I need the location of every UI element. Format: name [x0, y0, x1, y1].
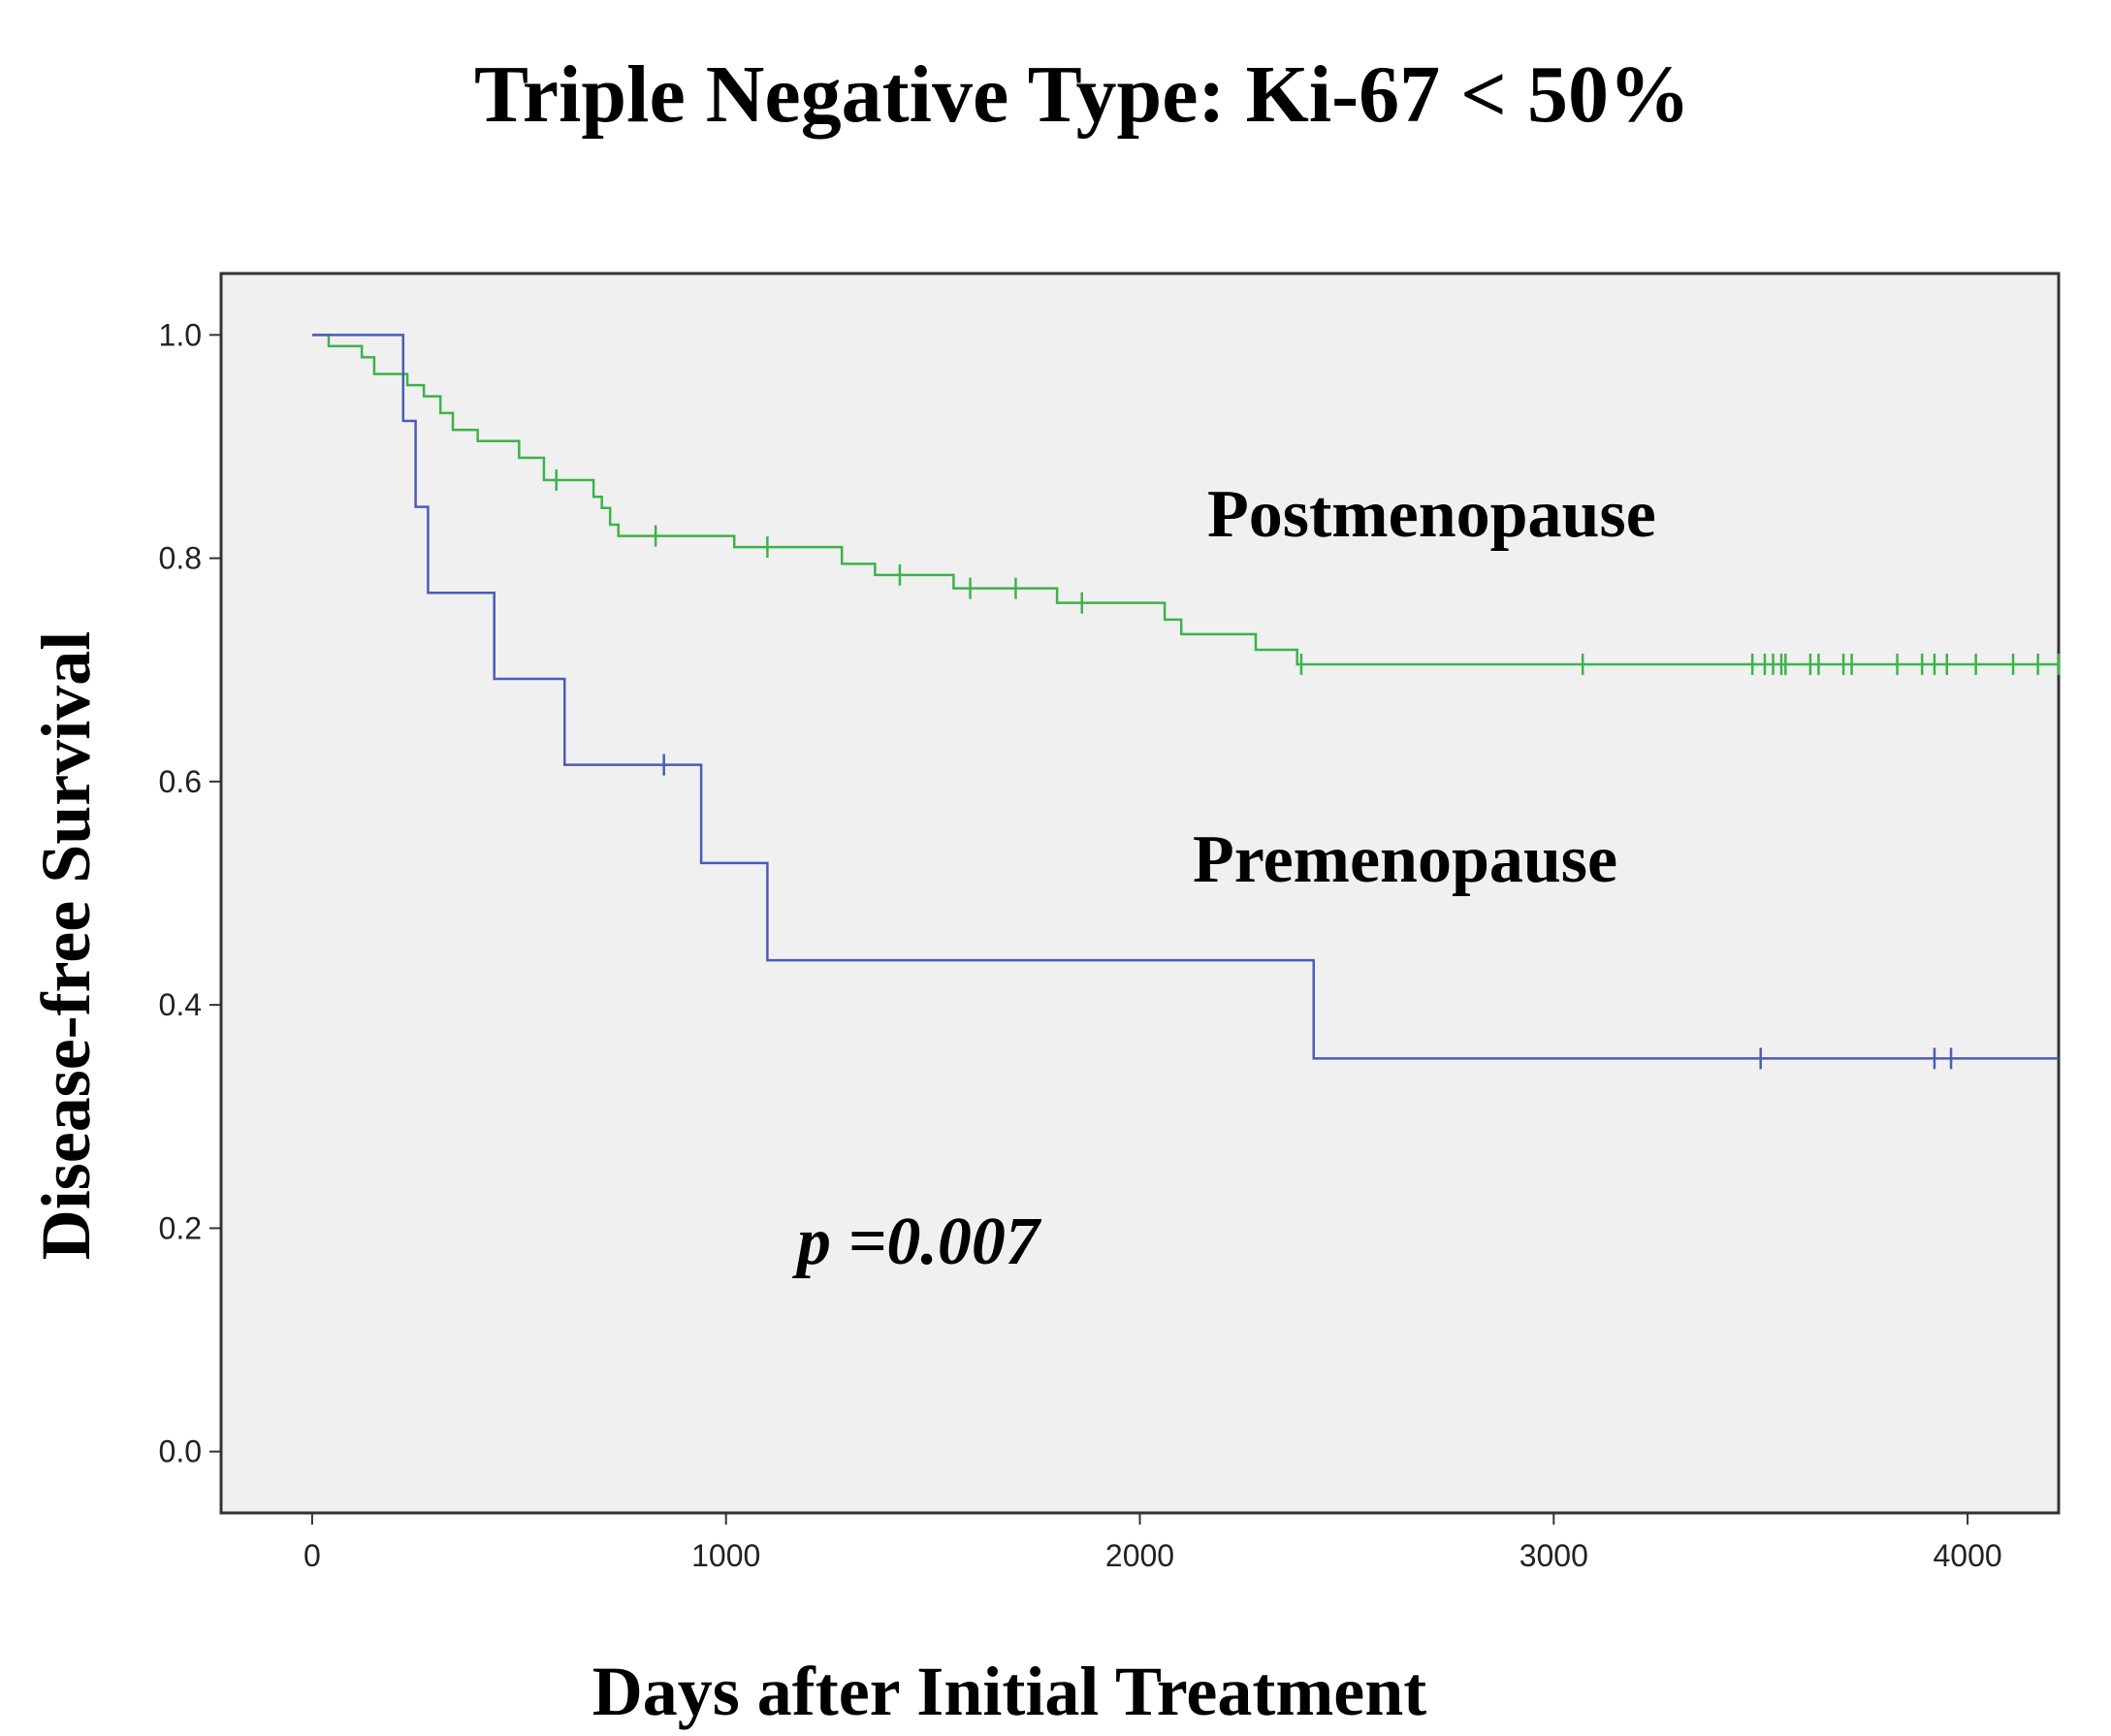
chart-title: Triple Negative Type: Ki-67 < 50% [474, 49, 1690, 140]
y-axis-label: Disease-free Survival [27, 631, 105, 1261]
x-tick-label: 3000 [1519, 1538, 1588, 1573]
y-tick-label: 0.8 [159, 541, 202, 576]
y-tick-label: 0.0 [159, 1434, 202, 1469]
x-tick-label: 1000 [691, 1538, 760, 1573]
y-tick-label: 0.2 [159, 1210, 202, 1245]
plot-area [219, 272, 2061, 1515]
x-tick-label: 4000 [1934, 1538, 2002, 1573]
x-tick-label: 0 [304, 1538, 321, 1573]
km-line-postmenopause [311, 334, 2059, 666]
y-axis: 0.0 0.2 0.4 0.6 0.8 1.0 [159, 317, 221, 1469]
x-axis: 0 1000 2000 3000 4000 [304, 1513, 2002, 1573]
y-tick-label: 1.0 [159, 317, 202, 352]
y-tick-label: 0.6 [159, 764, 202, 799]
p-value-annotation: p =0.007 [792, 1205, 1042, 1279]
series-label-premenopause: Premenopause [1193, 822, 1617, 897]
km-line-premenopause [311, 334, 2059, 1060]
y-tick-label: 0.4 [159, 987, 202, 1022]
x-axis-label: Days after Initial Treatment [592, 1653, 1427, 1730]
x-tick-label: 2000 [1105, 1538, 1174, 1573]
series-layer [311, 334, 2061, 1070]
series-label-postmenopause: Postmenopause [1207, 477, 1656, 552]
